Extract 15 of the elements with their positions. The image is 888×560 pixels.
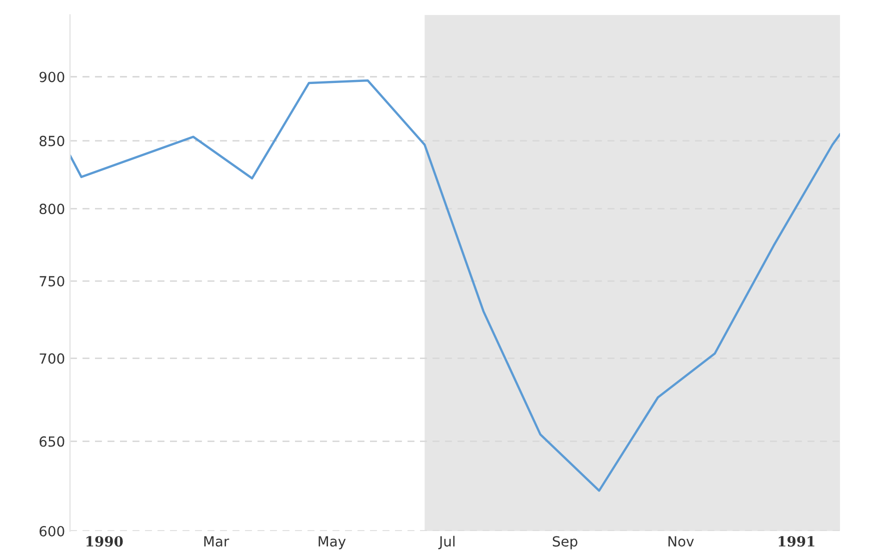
x-tick-label: 1991	[778, 536, 814, 547]
x-tick-label: May	[318, 536, 346, 550]
x-tick-label: Sep	[552, 536, 578, 550]
y-tick-label: 800	[40, 204, 64, 214]
y-tick-label: 650	[40, 436, 64, 447]
x-tick-label: Mar	[204, 536, 230, 547]
y-tick-label: 750	[40, 276, 64, 286]
x-tick-label: Nov	[668, 536, 694, 547]
y-tick-label: 700	[40, 353, 64, 364]
y-tick-label: 600	[40, 526, 64, 536]
line-series	[70, 79, 840, 492]
y-tick-label: 850	[40, 136, 64, 146]
x-tick-label: Jul	[438, 536, 454, 550]
x-tick-label: 1990	[86, 536, 123, 547]
y-tick-label: 900	[40, 72, 64, 82]
